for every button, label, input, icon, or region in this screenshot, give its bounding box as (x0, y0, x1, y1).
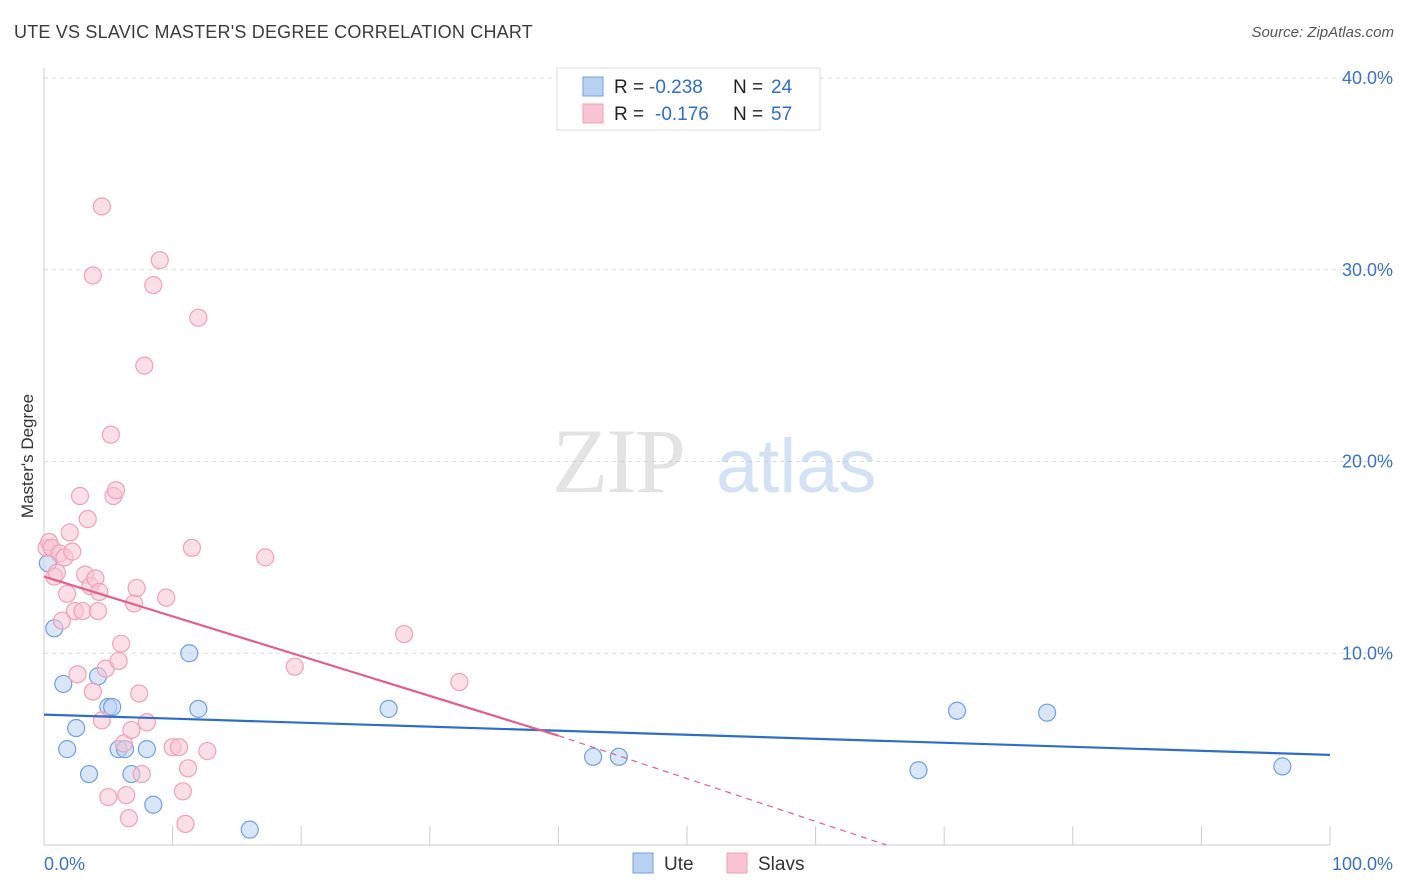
slavs-point (83, 266, 102, 285)
slavs-point (150, 251, 169, 270)
bottom-legend-swatch-slavs (726, 852, 748, 874)
ute-point (103, 697, 122, 717)
slavs-point (127, 578, 146, 598)
bottom-legend-label-ute: Ute (664, 854, 694, 875)
slavs-point (178, 759, 198, 778)
slavs-trend-line-extension (558, 735, 887, 846)
watermark-zip: ZIP (552, 410, 684, 512)
y-tick-label: 20.0% (1342, 452, 1393, 472)
slavs-point (130, 684, 149, 703)
slavs-point (109, 651, 128, 671)
legend-n-label-slavs: N = (733, 104, 763, 125)
chart-source: Source: ZipAtlas.com (1251, 24, 1394, 41)
legend-r-value-ute: -0.238 (649, 77, 703, 98)
points-layer (37, 197, 1292, 839)
chart-title: UTE VS SLAVIC MASTER'S DEGREE CORRELATIO… (14, 22, 533, 42)
slavs-point (60, 523, 79, 542)
ute-point (54, 674, 73, 694)
ute-point (909, 761, 928, 780)
slavs-point (198, 741, 217, 761)
y-tick-label: 10.0% (1342, 643, 1393, 663)
slavs-point (157, 588, 176, 607)
trend-layer (43, 575, 1331, 846)
slavs-point (256, 548, 275, 567)
x-tick-label: 100.0% (1332, 854, 1393, 874)
legend-swatch-slavs (582, 103, 604, 124)
ute-point (79, 764, 99, 784)
slavs-point (137, 713, 156, 732)
slavs-point (112, 634, 131, 653)
slavs-point (119, 809, 138, 828)
slavs-point (106, 481, 126, 500)
legend-r-value-slavs: -0.176 (655, 104, 709, 125)
ute-point (180, 644, 199, 663)
slavs-point (101, 425, 120, 444)
ute-point (189, 699, 208, 718)
legend-r-label-ute: R = (614, 77, 644, 98)
slavs-point (70, 486, 90, 506)
y-axis-label: Master's Degree (18, 394, 37, 518)
slavs-point (132, 764, 151, 784)
ute-trend-line (43, 713, 1331, 756)
ute-point (67, 718, 86, 738)
slavs-point (88, 601, 108, 621)
slavs-point (92, 197, 111, 216)
ute-point (144, 795, 163, 814)
slavs-point (99, 787, 118, 807)
ute-point (1037, 703, 1057, 722)
slavs-point (117, 786, 136, 805)
slavs-point (394, 624, 414, 644)
slavs-point (114, 734, 133, 753)
slavs-point (68, 665, 87, 684)
y-tick-label: 30.0% (1342, 260, 1393, 280)
slavs-point (169, 738, 189, 757)
ute-point (1273, 757, 1292, 776)
slavs-point (73, 601, 92, 621)
slavs-point (83, 682, 102, 701)
slavs-point (78, 509, 97, 529)
slavs-point (144, 275, 163, 295)
tick-layer: 10.0% 20.0% 30.0% 40.0% 0.0% 100.0% (44, 68, 1393, 874)
slavs-trend-line (43, 575, 559, 737)
legend-r-label-slavs: R = (614, 104, 644, 125)
ute-point (58, 740, 77, 759)
legend-swatch-ute (582, 76, 604, 97)
y-tick-label: 40.0% (1342, 68, 1393, 88)
ute-point (609, 747, 628, 766)
slavs-point (63, 542, 82, 561)
legend-n-value-ute: 24 (771, 77, 793, 98)
x-tick-marks (172, 826, 1331, 845)
ute-point (379, 699, 398, 718)
watermark: ZIP atlas (552, 410, 877, 512)
slavs-point (285, 657, 304, 676)
x-tick-label: 0.0% (44, 854, 85, 874)
slavs-point (176, 814, 195, 834)
legend-n-value-slavs: 57 (771, 104, 792, 125)
slavs-point (122, 720, 141, 740)
slavs-point (182, 538, 201, 557)
bottom-legend-label-slavs: Slavs (758, 854, 804, 875)
legend-box: R = -0.238 N = 24 R = -0.176 N = 57 (556, 67, 821, 131)
ute-point (947, 701, 967, 720)
ute-point (137, 740, 156, 759)
slavs-point (92, 711, 111, 730)
slavs-point (135, 356, 154, 375)
bottom-legend-swatch-ute (632, 852, 654, 874)
legend-n-label-ute: N = (733, 77, 763, 98)
bottom-legend: Ute Slavs (632, 852, 804, 875)
grid-layer (44, 77, 1394, 654)
ute-point (584, 747, 603, 766)
slavs-point (52, 611, 72, 630)
slavs-point (450, 672, 469, 692)
watermark-atlas: atlas (716, 424, 877, 509)
ute-point (240, 820, 259, 839)
slavs-point (58, 584, 77, 603)
slavs-point (173, 782, 192, 801)
slavs-point (189, 308, 208, 327)
